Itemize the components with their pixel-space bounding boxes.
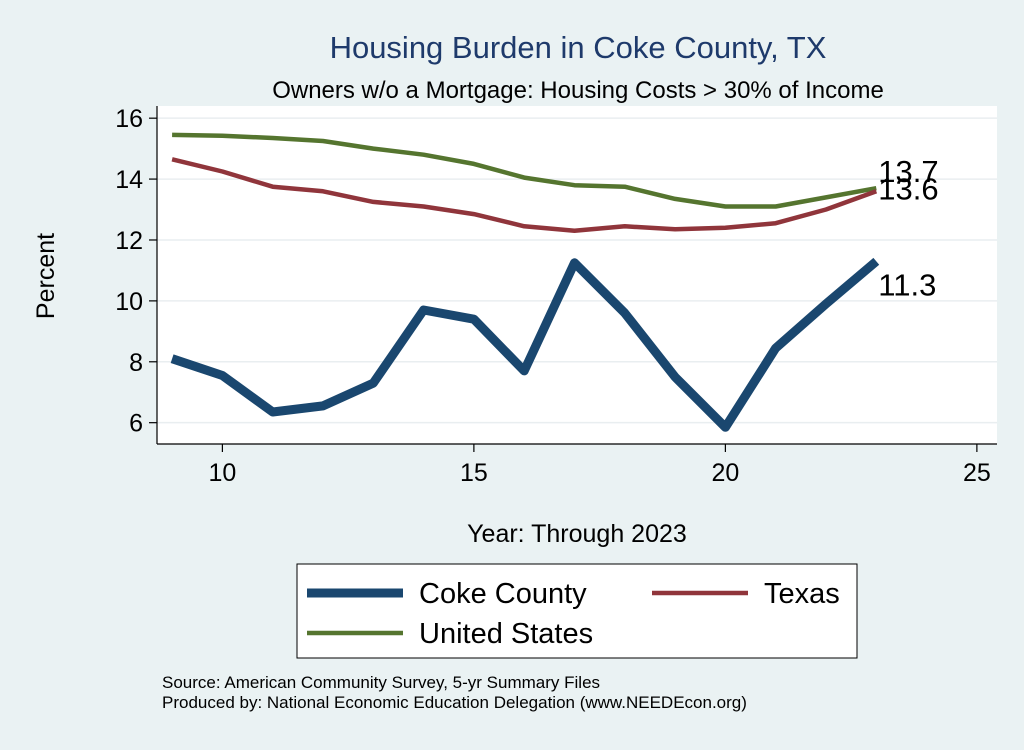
end-label-texas: 13.6	[878, 171, 938, 206]
y-tick-label-6: 6	[129, 410, 143, 438]
source-note: Source: American Community Survey, 5-yr …	[162, 673, 600, 692]
legend-label-united-states: United States	[419, 618, 593, 650]
y-axis-label: Percent	[32, 233, 60, 319]
series-line-united-states	[172, 132, 877, 209]
legend-label-coke-county: Coke County	[419, 578, 587, 610]
y-tick-label-8: 8	[129, 349, 143, 377]
end-label-coke-county: 11.3	[878, 267, 936, 302]
y-tick-label-12: 12	[115, 227, 143, 255]
legend-label-texas: Texas	[764, 578, 840, 610]
chart-title: Housing Burden in Coke County, TX	[330, 30, 827, 65]
series-line-texas	[171, 157, 878, 234]
y-tick-label-14: 14	[115, 166, 143, 194]
end-labels: 11.3 13.613.7	[878, 154, 938, 302]
plot-area	[157, 106, 997, 444]
legend: Coke County Texas United States	[307, 578, 840, 650]
x-tick-label-25: 25	[963, 459, 991, 487]
y-tick-label-10: 10	[115, 288, 143, 316]
series-lines	[170, 132, 880, 432]
axes: 6 8 10 12 14 16 10 15 20 25	[115, 105, 997, 487]
x-tick-label-15: 15	[460, 459, 488, 487]
x-axis-label: Year: Through 2023	[467, 520, 687, 548]
chart-subtitle: Owners w/o a Mortgage: Housing Costs > 3…	[272, 77, 884, 104]
x-tick-label-10: 10	[208, 459, 236, 487]
series-line-coke-county	[170, 257, 880, 432]
legend-box	[296, 563, 858, 659]
grid-lines	[157, 117, 997, 424]
end-label-united-states: 13.7	[878, 154, 938, 189]
y-tick-label-16: 16	[115, 105, 143, 133]
x-tick-label-20: 20	[711, 459, 739, 487]
producer-note: Produced by: National Economic Education…	[162, 693, 747, 712]
